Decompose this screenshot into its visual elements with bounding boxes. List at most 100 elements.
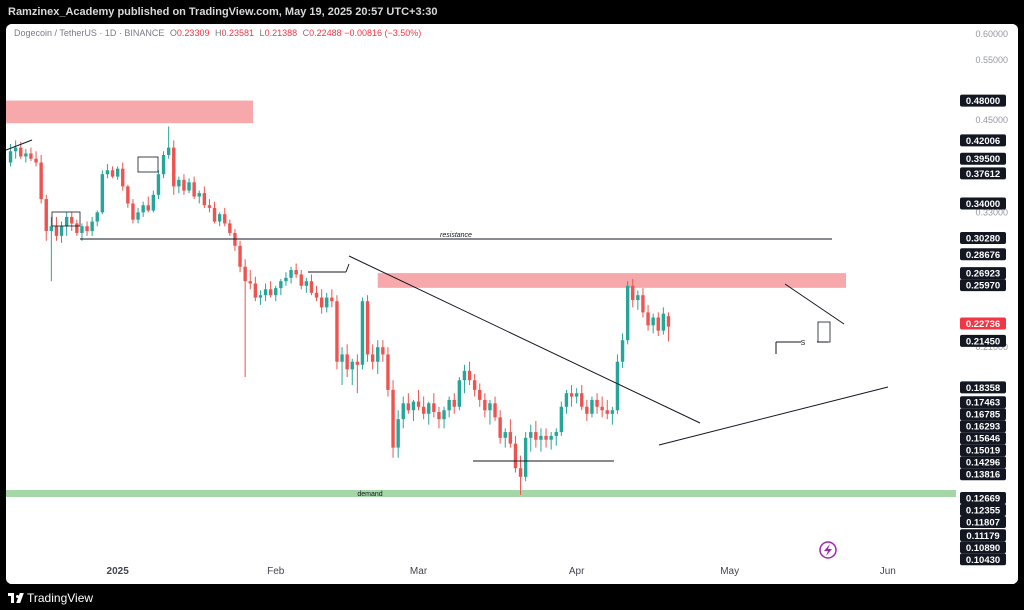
candle-body [498, 417, 502, 438]
candle-body [279, 281, 283, 289]
candle-body [126, 186, 130, 204]
candle-body [661, 313, 666, 331]
chart-panel[interactable]: resistance demand S 2025 Feb Mar Apr May Jun 0.… [6, 24, 1018, 584]
candle-body [396, 419, 400, 448]
candle-body [299, 274, 303, 286]
candle-body [151, 194, 156, 211]
consolidation-box-early[interactable] [51, 211, 81, 227]
price-axis[interactable] [956, 24, 1018, 584]
price-label: 0.10430 [966, 555, 1000, 566]
candle-body [401, 403, 405, 420]
candle-body [110, 170, 115, 177]
candle-body [447, 399, 451, 411]
candle-body [620, 340, 625, 362]
candle-body [141, 205, 145, 213]
price-axis-tick: 0.60000 [975, 29, 1008, 39]
symbol-name: Dogecoin / TetherUS · 1D · BINANCE [14, 28, 165, 38]
price-label-box [960, 167, 1006, 180]
price-axis-tick: 0.33000 [975, 207, 1008, 217]
candle-body [529, 432, 533, 438]
price-label-box [960, 94, 1006, 107]
price-axis-tick: 0.45000 [975, 115, 1008, 125]
change-value: −0.00816 (−3.50%) [344, 28, 422, 38]
candle-body [549, 435, 553, 440]
candle-body [631, 285, 635, 301]
price-label-box [960, 334, 1006, 347]
candle-body [258, 295, 263, 298]
price-label-box [960, 232, 1006, 245]
x-axis-tick: Feb [267, 566, 285, 577]
close-label: C [302, 28, 310, 38]
descending-trendline[interactable] [348, 255, 701, 424]
x-axis-tick: Apr [569, 566, 585, 577]
price-label: 0.25970 [966, 281, 1000, 292]
price-label-box [960, 529, 1006, 542]
price-label-box [960, 248, 1006, 261]
candle-body [605, 410, 609, 414]
open-value: 0.23309 [176, 28, 210, 38]
candle-body [309, 281, 314, 293]
resistance-zone[interactable] [377, 273, 846, 288]
candle-body [365, 301, 370, 355]
candle-body [268, 289, 273, 296]
candle-body [488, 403, 492, 411]
candle-body [80, 226, 84, 233]
candle-body [610, 410, 615, 414]
candle-body [411, 401, 416, 411]
upper-supply-zone[interactable] [6, 100, 253, 124]
x-axis-tick: Mar [410, 566, 428, 577]
candle-body [212, 207, 217, 222]
candle-body [651, 317, 655, 326]
candle-body [391, 389, 395, 448]
candle-body [656, 317, 660, 331]
ascending-trendline[interactable] [658, 386, 889, 446]
publish-header: Ramzinex_Academy published on TradingVie… [0, 0, 1024, 24]
candle-body [580, 393, 584, 407]
short-descending-trendline[interactable] [784, 283, 845, 325]
candle-body [432, 403, 436, 413]
candle-body [554, 432, 558, 436]
price-label: 0.11807 [966, 517, 1000, 528]
candle-body [427, 403, 431, 414]
candle-body [29, 153, 33, 159]
candle-body [340, 354, 344, 362]
demand-zone[interactable] [6, 490, 956, 497]
candle-body [284, 277, 288, 282]
candle-body [187, 182, 191, 191]
price-label-box [960, 317, 1006, 330]
candle-body [345, 354, 349, 370]
symbol-legend: Dogecoin / TetherUS · 1D · BINANCE O0.23… [14, 28, 421, 38]
february-range-tick[interactable] [345, 263, 350, 273]
price-label-box [960, 197, 1006, 210]
low-label: L [259, 28, 265, 38]
candle-body [39, 162, 43, 200]
candle-body [615, 361, 620, 411]
consolidation-box-may[interactable] [817, 321, 831, 343]
candle-body [503, 432, 507, 438]
early-trendline-left[interactable] [6, 139, 33, 151]
price-label-box [960, 134, 1006, 147]
price-label-box [960, 491, 1006, 504]
price-chart[interactable]: resistance demand S 2025 Feb Mar Apr May Jun 0.… [6, 24, 1018, 584]
price-label: 0.11179 [966, 531, 999, 542]
price-label: 0.34000 [966, 199, 1000, 210]
price-label: 0.48000 [966, 96, 1000, 107]
price-label-box [960, 456, 1006, 469]
candle-body [13, 147, 18, 152]
price-label: 0.42006 [966, 136, 1000, 147]
candle-body [54, 226, 59, 236]
candle-body [518, 468, 523, 477]
candle-body [600, 406, 604, 411]
open-label: O [169, 28, 177, 38]
candle-body [146, 205, 150, 211]
price-label-box [960, 420, 1006, 433]
candle-body [192, 182, 196, 197]
price-label: 0.12355 [966, 505, 1001, 516]
candle-body [452, 399, 456, 407]
candle-body [228, 223, 232, 233]
candle-body [564, 393, 569, 407]
candle-body [325, 297, 329, 308]
candle-body [467, 370, 472, 381]
consolidation-box-january[interactable] [137, 156, 159, 173]
lightning-icon[interactable] [819, 541, 837, 559]
